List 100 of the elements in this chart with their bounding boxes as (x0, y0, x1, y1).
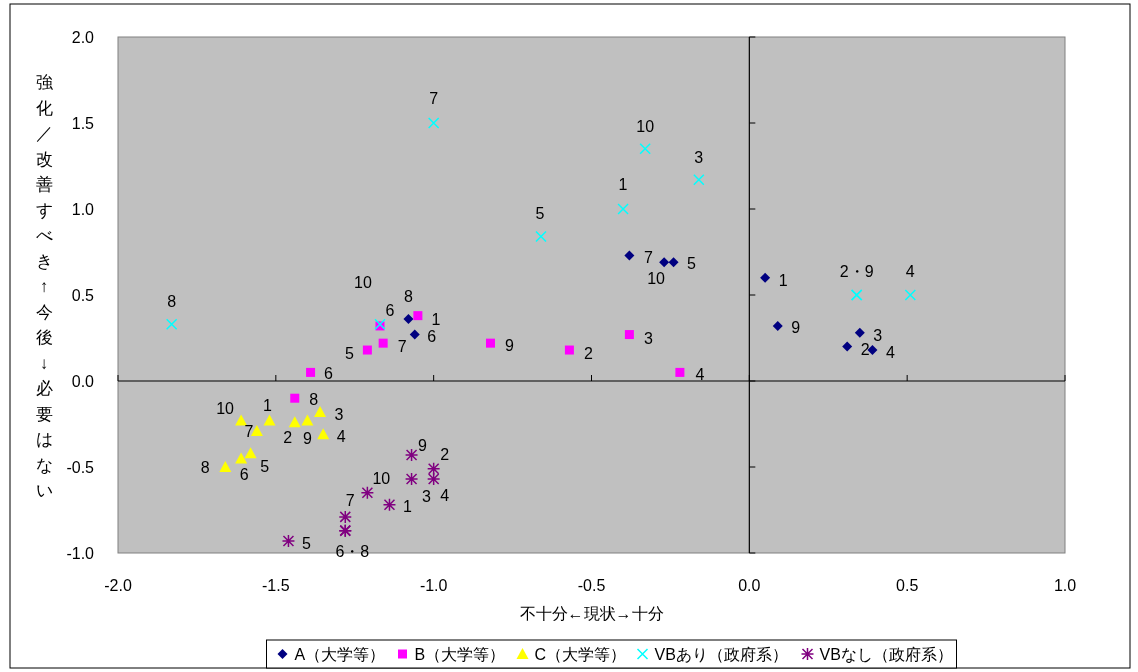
point (317, 428, 330, 440)
point (659, 257, 670, 268)
annotation: 5 (535, 204, 545, 222)
point (624, 250, 635, 261)
annotation: 7 (345, 491, 355, 509)
point (263, 414, 276, 426)
annotation: 1 (403, 497, 413, 515)
point (235, 414, 248, 426)
legend-label: B（大学等） (414, 646, 506, 663)
annotation: 1 (618, 176, 628, 193)
x-tick-label: 0.5 (896, 577, 919, 594)
annotation: 3 (334, 405, 344, 423)
point (403, 314, 414, 325)
annotation: 4 (885, 344, 895, 362)
y-tick-label: 1.5 (71, 115, 95, 132)
point (362, 345, 372, 355)
point (904, 289, 917, 301)
annotation: 6・8 (335, 542, 370, 560)
annotation: 10 (372, 469, 391, 487)
annotation: 8 (167, 293, 177, 311)
point (760, 272, 771, 283)
y-tick-label: 1.0 (71, 201, 95, 218)
annotation: 4 (440, 487, 450, 505)
x-tick-label: -2.0 (104, 577, 132, 594)
annotation: 8 (403, 288, 413, 306)
legend-label: C（大学等） (534, 646, 627, 663)
annotation: 7 (244, 422, 254, 440)
y-tick-label: -1.0 (66, 545, 95, 562)
point (639, 143, 651, 155)
point (564, 345, 574, 355)
point (617, 203, 629, 215)
annotation: 2 (283, 429, 293, 447)
annotation: 7 (397, 338, 407, 356)
point (281, 534, 296, 548)
annotation: 6 (324, 365, 334, 383)
point (624, 330, 634, 340)
annotation: 6 (239, 466, 249, 484)
point (219, 461, 232, 472)
point (378, 338, 388, 348)
point (244, 447, 257, 459)
point (382, 498, 397, 512)
annotation: 1 (263, 396, 273, 414)
point (426, 461, 441, 476)
point (301, 414, 314, 426)
x-axis-title: 不十分←現状→十分 (519, 605, 664, 622)
legend-label: A（大学等） (294, 646, 386, 663)
x-tick-label: -1.0 (419, 577, 448, 594)
y-tick-label: 0.5 (71, 287, 95, 304)
annotation: 10 (636, 117, 655, 135)
point (668, 257, 679, 268)
point (404, 472, 419, 486)
point (842, 341, 853, 352)
x-tick-label: -0.5 (577, 577, 606, 594)
point (772, 320, 783, 331)
point (693, 174, 705, 186)
point (535, 230, 547, 243)
annotation: 5 (344, 345, 354, 363)
annotation: 7 (643, 249, 653, 267)
annotation: 9 (418, 436, 428, 454)
annotation: 6 (385, 302, 395, 320)
point (338, 510, 353, 524)
annotation: 8 (309, 391, 319, 409)
point (165, 318, 178, 330)
annotation: 2・9 (839, 263, 874, 280)
annotation: 4 (336, 428, 346, 446)
annotation: 5 (687, 255, 697, 273)
annotation: 7 (429, 90, 439, 107)
annotation: 9 (505, 337, 515, 355)
annotation: 3 (422, 488, 432, 506)
x-tick-label: -1.5 (262, 577, 290, 594)
point (288, 416, 301, 428)
annotation: 2 (860, 340, 870, 358)
annotation: 6 (427, 327, 437, 345)
point (409, 329, 420, 340)
point (413, 311, 423, 321)
annotation: 3 (643, 329, 653, 347)
point (360, 486, 375, 500)
x-tick-label: 0.0 (738, 577, 761, 594)
point (404, 448, 419, 462)
annotation: 5 (260, 458, 270, 476)
point (854, 327, 865, 338)
annotation: 3 (873, 326, 883, 344)
point (235, 452, 248, 464)
annotation: 3 (694, 148, 704, 166)
annotation: 9 (302, 429, 312, 447)
annotation: 10 (647, 270, 666, 288)
point (290, 393, 300, 403)
annotation: 9 (791, 318, 801, 336)
annotation: 2 (440, 445, 450, 463)
point (675, 367, 685, 377)
legend-label: VBなし（政府系） (819, 646, 953, 663)
annotation: 1 (778, 271, 788, 289)
annotation: 4 (905, 263, 915, 280)
annotation: 5 (302, 534, 312, 552)
y-tick-label: 2.0 (71, 29, 95, 46)
x-tick-label: 1.0 (1053, 577, 1077, 594)
point (426, 472, 441, 486)
point (306, 367, 316, 377)
text: 強化／改善すべき↑今後↓必要はない (35, 73, 53, 500)
annotation: 4 (695, 366, 705, 384)
